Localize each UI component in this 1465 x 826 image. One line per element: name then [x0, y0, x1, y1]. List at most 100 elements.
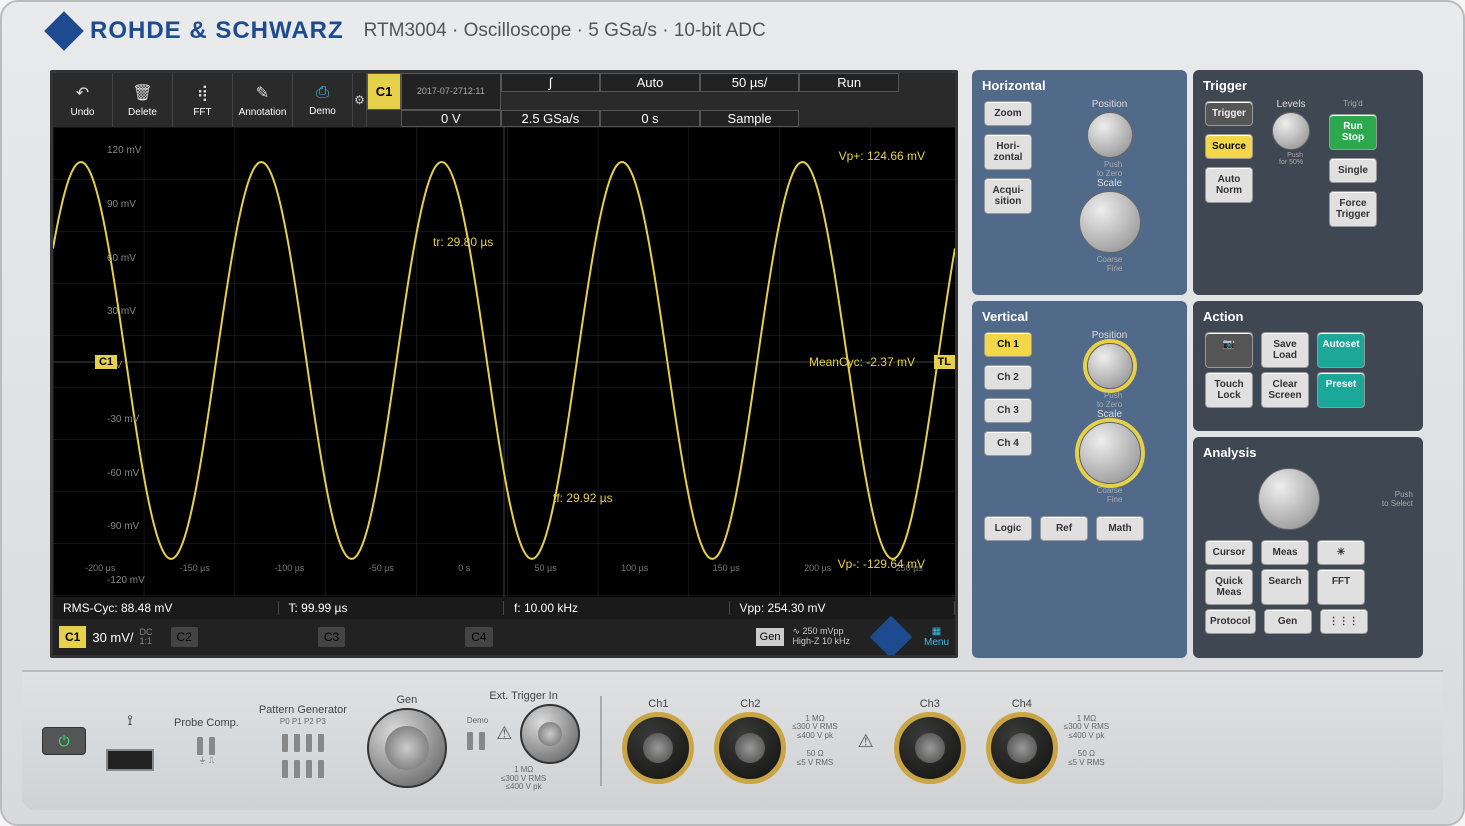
gen-bnc[interactable] [367, 708, 447, 788]
analysis-knob[interactable] [1258, 468, 1320, 530]
fft-hw-button[interactable]: FFT [1317, 569, 1365, 605]
ch2-button[interactable]: Ch 2 [984, 365, 1032, 390]
h-position-knob[interactable] [1087, 112, 1133, 158]
ch1-button[interactable]: Ch 1 [984, 332, 1032, 357]
save-load-button[interactable]: Save Load [1261, 332, 1309, 368]
ch-c1-scale[interactable]: 30 mV/ [92, 630, 133, 645]
ch1-bnc[interactable] [622, 712, 694, 784]
ch2-bnc[interactable] [714, 712, 786, 784]
brand-name: ROHDE & SCHWARZ [90, 17, 344, 45]
rs-badge-icon [870, 616, 912, 658]
ch4-bnc-group: Ch4 1 MΩ ≤300 V RMS ≤400 V pk50 Ω ≤5 V R… [986, 698, 1109, 784]
ch2-bnc-group: Ch2 1 MΩ ≤300 V RMS ≤400 V pk50 Ω ≤5 V R… [714, 698, 837, 784]
meas-button[interactable]: Meas [1261, 540, 1309, 565]
waveform-area[interactable]: 120 mV90 mV60 mV30 mV0 V-30 mV-60 mV-90 … [53, 127, 955, 597]
ch3-bnc[interactable] [894, 712, 966, 784]
clear-screen-button[interactable]: Clear Screen [1261, 372, 1309, 408]
usb-port[interactable] [106, 749, 154, 771]
delete-button[interactable]: 🗑Delete [113, 73, 173, 127]
readout-c1-badge[interactable]: C1 [367, 73, 401, 110]
trash-icon: 🗑 [132, 83, 152, 103]
quick-meas-button[interactable]: Quick Meas [1205, 569, 1253, 605]
undo-button[interactable]: ↶Undo [53, 73, 113, 127]
annotation-vp-minus: Vp-: -129.64 mV [838, 557, 925, 571]
v-scale-knob[interactable] [1079, 422, 1141, 484]
gen-chip[interactable]: Gen [756, 628, 785, 646]
trigger-title: Trigger [1203, 78, 1413, 93]
readout-mode[interactable]: Auto [600, 73, 700, 92]
gear-icon[interactable]: ⚙ [353, 73, 367, 127]
hardware-controls: Horizontal Zoom Hori- zontal Acqui- siti… [972, 70, 1417, 658]
readout-run[interactable]: Run [799, 73, 899, 92]
action-title: Action [1203, 309, 1413, 324]
menu-button[interactable]: ▦Menu [924, 626, 949, 648]
trigger-level-knob[interactable] [1272, 112, 1310, 150]
readout-sample-rate[interactable]: 2.5 GSa/s [501, 110, 601, 127]
c1-marker[interactable]: C1 [95, 355, 117, 369]
readout-timebase[interactable]: 50 µs/ [700, 73, 800, 92]
h-scale-knob[interactable] [1079, 191, 1141, 253]
pattern-gen-group: Pattern Generator P0 P1 P2 P3 [259, 704, 347, 779]
annotation-tr: tr: 29.80 µs [433, 235, 493, 249]
annotation-tf: tf: 29.92 µs [553, 491, 613, 505]
readout-acq-mode[interactable]: Sample [700, 110, 800, 127]
ch3-button[interactable]: Ch 3 [984, 398, 1032, 423]
ch-c1-chip[interactable]: C1 [59, 626, 86, 648]
single-button[interactable]: Single [1329, 158, 1377, 183]
trigger-button[interactable]: Trigger [1205, 101, 1253, 126]
ch-c4-chip[interactable]: C4 [465, 627, 492, 647]
ch-c1-coupling: DC1:1 [140, 628, 153, 646]
ref-button[interactable]: Ref [1040, 516, 1088, 541]
warning-icon: ⚠ [496, 723, 512, 744]
horizontal-button[interactable]: Hori- zontal [984, 134, 1032, 170]
logic-button[interactable]: Logic [984, 516, 1032, 541]
scope-screen: ↶Undo 🗑Delete ⢾FFT ✎Annotation ⎙Demo ⚙ C… [50, 70, 958, 658]
ch-c2-chip[interactable]: C2 [171, 627, 198, 647]
toolbar: ↶Undo 🗑Delete ⢾FFT ✎Annotation ⎙Demo ⚙ C… [53, 73, 955, 127]
apps-button[interactable]: ⋮⋮⋮ [1320, 609, 1368, 634]
readout-slope[interactable]: ∫ [501, 73, 601, 92]
source-button[interactable]: Source [1205, 134, 1253, 159]
demo-icon: ⎙ [316, 84, 329, 102]
v-position-knob[interactable] [1087, 343, 1133, 389]
ch-c3-chip[interactable]: C3 [318, 627, 345, 647]
camera-button[interactable]: 📷 [1205, 332, 1253, 368]
readout-time-offset[interactable]: 0 s [600, 110, 700, 127]
gen-bnc-group: Gen [367, 694, 447, 788]
analysis-title: Analysis [1203, 445, 1413, 460]
h-position-label: Position [1092, 99, 1128, 110]
pencil-icon: ✎ [256, 83, 269, 103]
ext-trigger-group: Ext. Trigger In Demo ⚠ 1 MΩ ≤300 V RMS ≤… [467, 690, 580, 792]
cursor-button[interactable]: Cursor [1205, 540, 1253, 565]
readout-offset[interactable]: 0 V [401, 110, 501, 127]
horizontal-title: Horizontal [982, 78, 1177, 93]
preset-button[interactable]: Preset [1317, 372, 1365, 408]
zoom-button[interactable]: Zoom [984, 101, 1032, 126]
brightness-button[interactable]: ☀ [1317, 540, 1365, 565]
ch4-bnc[interactable] [986, 712, 1058, 784]
tl-marker[interactable]: TL [934, 355, 955, 369]
force-trigger-button[interactable]: Force Trigger [1329, 191, 1377, 227]
acquisition-button[interactable]: Acqui- sition [984, 178, 1032, 214]
run-stop-button[interactable]: Run Stop [1329, 114, 1377, 150]
power-button[interactable]: ⏻ [42, 727, 86, 755]
touch-lock-button[interactable]: Touch Lock [1205, 372, 1253, 408]
auto-norm-button[interactable]: Auto Norm [1205, 167, 1253, 203]
h-scale-label: Scale [1097, 178, 1122, 189]
fft-button[interactable]: ⢾FFT [173, 73, 233, 127]
search-button[interactable]: Search [1261, 569, 1309, 605]
math-button[interactable]: Math [1096, 516, 1144, 541]
annotation-button[interactable]: ✎Annotation [233, 73, 293, 127]
demo-button[interactable]: ⎙Demo [293, 73, 353, 127]
protocol-button[interactable]: Protocol [1205, 609, 1256, 634]
ext-trigger-bnc[interactable] [520, 704, 580, 764]
autoset-button[interactable]: Autoset [1317, 332, 1365, 368]
horizontal-panel: Horizontal Zoom Hori- zontal Acqui- siti… [972, 70, 1187, 295]
front-panel: ⏻ ⟟ Probe Comp. ⏚ ⎍ Pattern Generator P0… [22, 670, 1443, 810]
readout-datetime: 2017-07-2712:11 [401, 73, 501, 110]
probe-comp-group: Probe Comp. ⏚ ⎍ [174, 717, 239, 766]
gen-hw-button[interactable]: Gen [1264, 609, 1312, 634]
ch4-button[interactable]: Ch 4 [984, 431, 1032, 456]
trigger-panel: Trigger Trigger Source Auto Norm Levels … [1193, 70, 1423, 295]
gen-info: ∿ 250 mVppHigh-Z 10 kHz [792, 627, 850, 647]
